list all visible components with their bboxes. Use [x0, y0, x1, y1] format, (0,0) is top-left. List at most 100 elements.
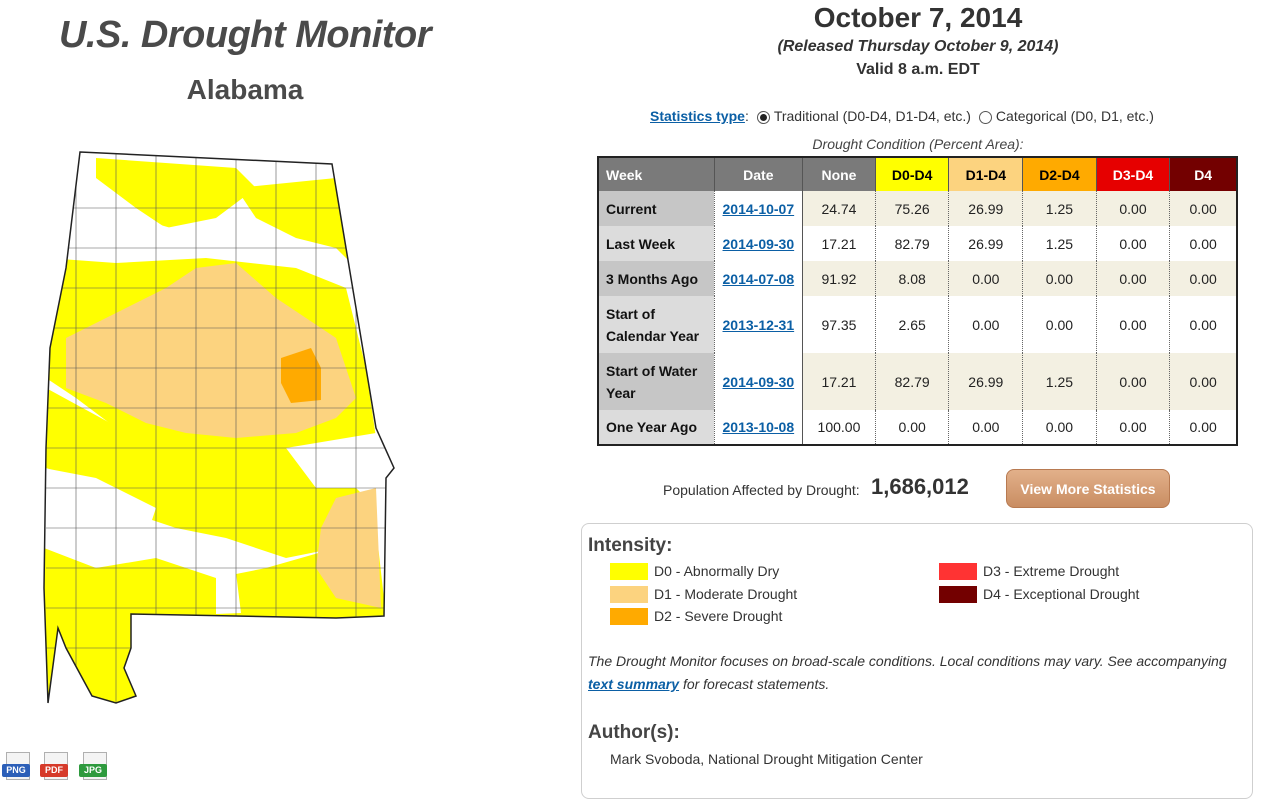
pdf-download-icon[interactable]: PDF	[40, 752, 70, 784]
categorical-label[interactable]: Categorical (D0, D1, etc.)	[995, 108, 1154, 124]
row-date-cell: 2013-12-31	[713, 296, 804, 353]
row-date-cell: 2013-10-08	[713, 410, 804, 445]
map-region-none-s	[216, 568, 241, 614]
row-value-cell: 82.79	[874, 353, 949, 410]
statistics-type-link[interactable]: Statistics type	[650, 108, 745, 124]
header-d1-d4: D1-D4	[948, 157, 1023, 191]
row-value-cell: 0.00	[1169, 226, 1237, 261]
legend-panel	[581, 523, 1253, 799]
county-lines	[46, 152, 386, 703]
legend-swatch-d3	[939, 562, 977, 580]
row-date-cell: 2014-07-08	[713, 261, 804, 296]
jpg-tag: JPG	[79, 764, 107, 777]
row-value-cell: 0.00	[1095, 226, 1170, 261]
row-week-label: Start of Calendar Year	[598, 296, 715, 353]
site-title: U.S. Drought Monitor	[58, 14, 432, 56]
row-value-cell: 0.00	[1095, 353, 1170, 410]
pdf-tag: PDF	[40, 764, 68, 777]
legend-swatch-d2	[610, 607, 648, 625]
header-d0-d4: D0-D4	[874, 157, 949, 191]
row-date-cell: 2014-10-07	[713, 191, 804, 226]
traditional-label[interactable]: Traditional (D0-D4, D1-D4, etc.)	[773, 108, 971, 124]
table-row: Current 2014-10-07 24.74 75.26 26.99 1.25 0.00…	[598, 191, 1237, 226]
row-value-cell: 26.99	[948, 191, 1023, 226]
row-value-cell: 1.25	[1022, 226, 1097, 261]
row-value-cell: 8.08	[874, 261, 949, 296]
png-download-icon[interactable]: PNG	[2, 752, 32, 784]
map-region-d1	[66, 263, 356, 438]
header-d4: D4	[1169, 157, 1237, 191]
legend-swatch-d4	[939, 585, 977, 603]
row-date-cell: 2014-09-30	[713, 353, 804, 410]
map-region-d1-se	[316, 488, 381, 608]
row-week-label: Start of Water Year	[598, 353, 715, 410]
drought-statistics-table: Week Date None D0-D4 D1-D4 D2-D4 D3-D4 D…	[597, 156, 1238, 446]
legend-item-d1: D1 - Moderate Drought	[610, 584, 797, 604]
header-date: Date	[713, 157, 803, 191]
valid-time: Valid 8 a.m. EDT	[856, 61, 980, 78]
row-date-link[interactable]: 2014-10-07	[722, 200, 795, 217]
row-value-cell: 26.99	[948, 353, 1023, 410]
map-region-d2	[281, 348, 321, 403]
drought-map	[36, 148, 401, 708]
row-value-cell: 1.25	[1022, 353, 1097, 410]
header-d3-d4: D3-D4	[1095, 157, 1170, 191]
row-value-cell: 75.26	[874, 191, 949, 226]
intensity-title: Intensity:	[588, 535, 673, 556]
row-week-label: One Year Ago	[598, 410, 715, 445]
row-value-cell: 0.00	[1095, 410, 1170, 445]
traditional-radio[interactable]	[756, 110, 770, 124]
row-value-cell: 0.00	[1169, 410, 1237, 445]
table-row: Start of Calendar Year 2013-12-31 97.35 2.6…	[598, 296, 1237, 353]
note-text-before: The Drought Monitor focuses on broad-sca…	[588, 653, 1227, 669]
legend-swatch-d0	[610, 562, 648, 580]
legend-item-d2: D2 - Severe Drought	[610, 606, 782, 626]
state-outline	[43, 151, 395, 704]
png-tag: PNG	[2, 764, 30, 777]
map-region-d0-ne	[236, 178, 356, 268]
row-date-link[interactable]: 2014-07-08	[722, 270, 795, 287]
map-region-none-nw	[56, 208, 206, 258]
header-d2-d4: D2-D4	[1022, 157, 1097, 191]
row-value-cell: 0.00	[1169, 353, 1237, 410]
text-summary-link[interactable]: text summary	[588, 676, 680, 692]
row-value-cell: 24.74	[802, 191, 876, 226]
state-name: Alabama	[186, 74, 304, 105]
population-value: 1,686,012	[871, 474, 969, 499]
row-value-cell: 0.00	[1169, 261, 1237, 296]
row-value-cell: 0.00	[1022, 410, 1097, 445]
row-value-cell: 0.00	[1022, 261, 1097, 296]
alabama-map-svg	[43, 151, 395, 704]
row-value-cell: 17.21	[802, 226, 876, 261]
row-value-cell: 0.00	[1095, 191, 1170, 226]
header-none: None	[802, 157, 876, 191]
row-value-cell: 0.00	[948, 296, 1023, 353]
row-value-cell: 91.92	[802, 261, 876, 296]
row-week-label: Last Week	[598, 226, 715, 261]
legend-item-d4: D4 - Exceptional Drought	[939, 584, 1139, 604]
row-date-link[interactable]: 2013-10-08	[722, 419, 795, 435]
row-value-cell: 26.99	[948, 226, 1023, 261]
row-value-cell: 97.35	[802, 296, 876, 353]
row-date-link[interactable]: 2014-09-30	[722, 373, 795, 390]
row-date-link[interactable]: 2013-12-31	[722, 316, 795, 333]
view-more-statistics-button[interactable]: View More Statistics	[1006, 469, 1170, 508]
row-value-cell: 0.00	[1022, 296, 1097, 353]
table-row: Last Week 2014-09-30 17.21 82.79 26.99 1.25 0.…	[598, 226, 1237, 261]
jpg-download-icon[interactable]: JPG	[79, 752, 109, 784]
row-value-cell: 0.00	[1095, 261, 1170, 296]
legend-item-d0: D0 - Abnormally Dry	[610, 561, 779, 581]
map-region-d0-central	[46, 388, 366, 558]
categorical-radio[interactable]	[978, 110, 992, 124]
row-date-cell: 2014-09-30	[713, 226, 804, 261]
table-row: One Year Ago 2013-10-08 100.00 0.00 0.00 0.00…	[598, 410, 1237, 445]
row-week-label: Current	[598, 191, 715, 226]
row-value-cell: 2.65	[874, 296, 949, 353]
row-date-link[interactable]: 2014-09-30	[722, 235, 795, 252]
legend-label-d2: D2 - Severe Drought	[654, 608, 783, 624]
legend-label-d3: D3 - Extreme Drought	[983, 563, 1120, 579]
row-value-cell: 100.00	[802, 410, 876, 445]
row-value-cell: 0.00	[874, 410, 949, 445]
row-value-cell: 0.00	[1095, 296, 1170, 353]
legend-swatch-d1	[610, 585, 648, 603]
